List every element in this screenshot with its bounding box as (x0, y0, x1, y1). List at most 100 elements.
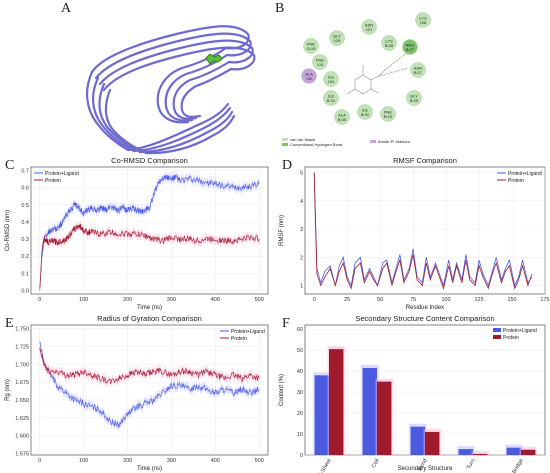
y-axis-label: RMSF (nm) (279, 215, 285, 246)
panel-label-f: F (282, 316, 290, 331)
hbond-lines (378, 51, 409, 77)
residue-label: B:27 (406, 47, 415, 52)
x-tick-label: Turn (466, 458, 477, 471)
legend-label: Protein+Ligand (508, 171, 542, 177)
x-tick-label: β-Sheet (318, 458, 333, 473)
residue-label: I:27 (366, 27, 373, 32)
ribbon-tail-4 (144, 114, 236, 155)
residue-label: B:19 (384, 114, 393, 119)
legend-swatch (282, 138, 288, 141)
x-tick-label: Bend (417, 458, 429, 472)
legend-label: Protein (45, 178, 61, 184)
x-tick-label: 0 (38, 297, 41, 303)
interaction-map (346, 51, 409, 95)
residue-label: ILE (328, 75, 334, 80)
chart-title: Co-RMSD Comparison (111, 156, 188, 165)
residue-label: PHE (384, 110, 393, 115)
residue-label: ALA (305, 72, 313, 77)
residue-label: B:31 (361, 112, 370, 117)
series-band (39, 337, 260, 432)
ligand-skeleton (346, 65, 386, 95)
residue-label: ARG (406, 43, 415, 48)
x-tick-label: 400 (211, 297, 220, 303)
bar (473, 453, 488, 455)
bar (362, 367, 377, 455)
y-tick-label: 4 (300, 199, 303, 205)
x-tick-label: 75 (410, 297, 416, 303)
residue-node (303, 38, 319, 54)
residue-node (415, 12, 431, 28)
x-tick-label: 125 (474, 297, 483, 303)
x-tick-label: 25 (344, 297, 350, 303)
residue-label: I:28 (420, 20, 427, 25)
x-axis-label: Time (ns) (137, 466, 162, 472)
ribbon-strand-5 (86, 70, 130, 152)
residue-label: ASN (414, 66, 422, 71)
x-tick-label: 300 (167, 297, 176, 303)
series-line (39, 174, 260, 291)
y-tick-label: 10 (297, 432, 303, 438)
y-tick-label: 60 (297, 327, 303, 333)
bar (377, 381, 392, 455)
residue-label: LYS (419, 16, 427, 21)
x-tick-label: 500 (255, 458, 264, 464)
legend-swatch (370, 140, 376, 143)
ribbon-strand-9 (156, 46, 228, 124)
legend-swatch (493, 328, 501, 332)
residue-label: I:29 (334, 38, 341, 43)
ribbon-tail-1 (126, 102, 230, 152)
x-tick-label: 0 (313, 297, 316, 303)
ribbon-tail-3 (138, 110, 234, 154)
residue-node (312, 54, 328, 70)
residue-label: I:30 (306, 76, 313, 81)
series-line (313, 172, 533, 287)
y-tick-label: 0.0 (21, 289, 29, 295)
bar (410, 426, 425, 455)
residue-label: B:30 (338, 117, 347, 122)
legend-label: Protein+Ligand (231, 329, 265, 335)
residue-node (301, 68, 317, 84)
residue-node (357, 104, 373, 120)
x-tick-label: 300 (167, 458, 176, 464)
residue-label: B:29 (410, 98, 419, 103)
x-axis-label: Residue Index (406, 305, 444, 311)
x-tick-label: 100 (79, 458, 88, 464)
y-tick-label: 0.6 (21, 186, 29, 192)
y-axis-label: Content (%) (279, 374, 285, 406)
panel-label-c: C (5, 158, 15, 173)
residue-label: ILE (328, 94, 334, 99)
y-tick-label: 2 (300, 255, 303, 261)
ribbon-strand-6 (92, 76, 136, 153)
legend-label: Protein (508, 178, 524, 184)
residue-label: GLY (333, 34, 341, 39)
panel-label-b: B (275, 1, 285, 16)
series-line (39, 341, 260, 428)
x-tick-label: 100 (442, 297, 451, 303)
y-tick-label: 1.725 (15, 344, 29, 350)
residue-label: G:19 (307, 46, 316, 51)
residue-node (323, 71, 339, 87)
legend-swatch (493, 335, 501, 339)
residue-node (402, 39, 418, 55)
residue-node (406, 90, 422, 106)
x-tick-label: 500 (255, 297, 264, 303)
residue-node (334, 109, 350, 125)
chart-radius-of-gyration: Radius of Gyration Comparison Time (ns) Rg… (5, 314, 269, 472)
x-tick-label: 200 (123, 458, 132, 464)
x-tick-label: 200 (123, 297, 132, 303)
ribbon-strand-3 (98, 39, 254, 86)
panel-label-a: A (61, 1, 72, 16)
y-tick-label: 0.5 (21, 203, 29, 209)
y-tick-label: 30 (297, 390, 303, 396)
x-tick-label: 50 (377, 297, 383, 303)
y-tick-label: 20 (297, 411, 303, 417)
legend-label: Conventional Hydrogen Bond (290, 142, 342, 147)
y-tick-label: 5 (300, 171, 303, 177)
y-tick-label: 0.4 (21, 220, 29, 226)
ribbon-strand-11 (172, 60, 231, 120)
bar (506, 447, 521, 455)
x-axis-label: Secondary Structure (398, 466, 453, 472)
y-tick-label: 3 (300, 227, 303, 233)
